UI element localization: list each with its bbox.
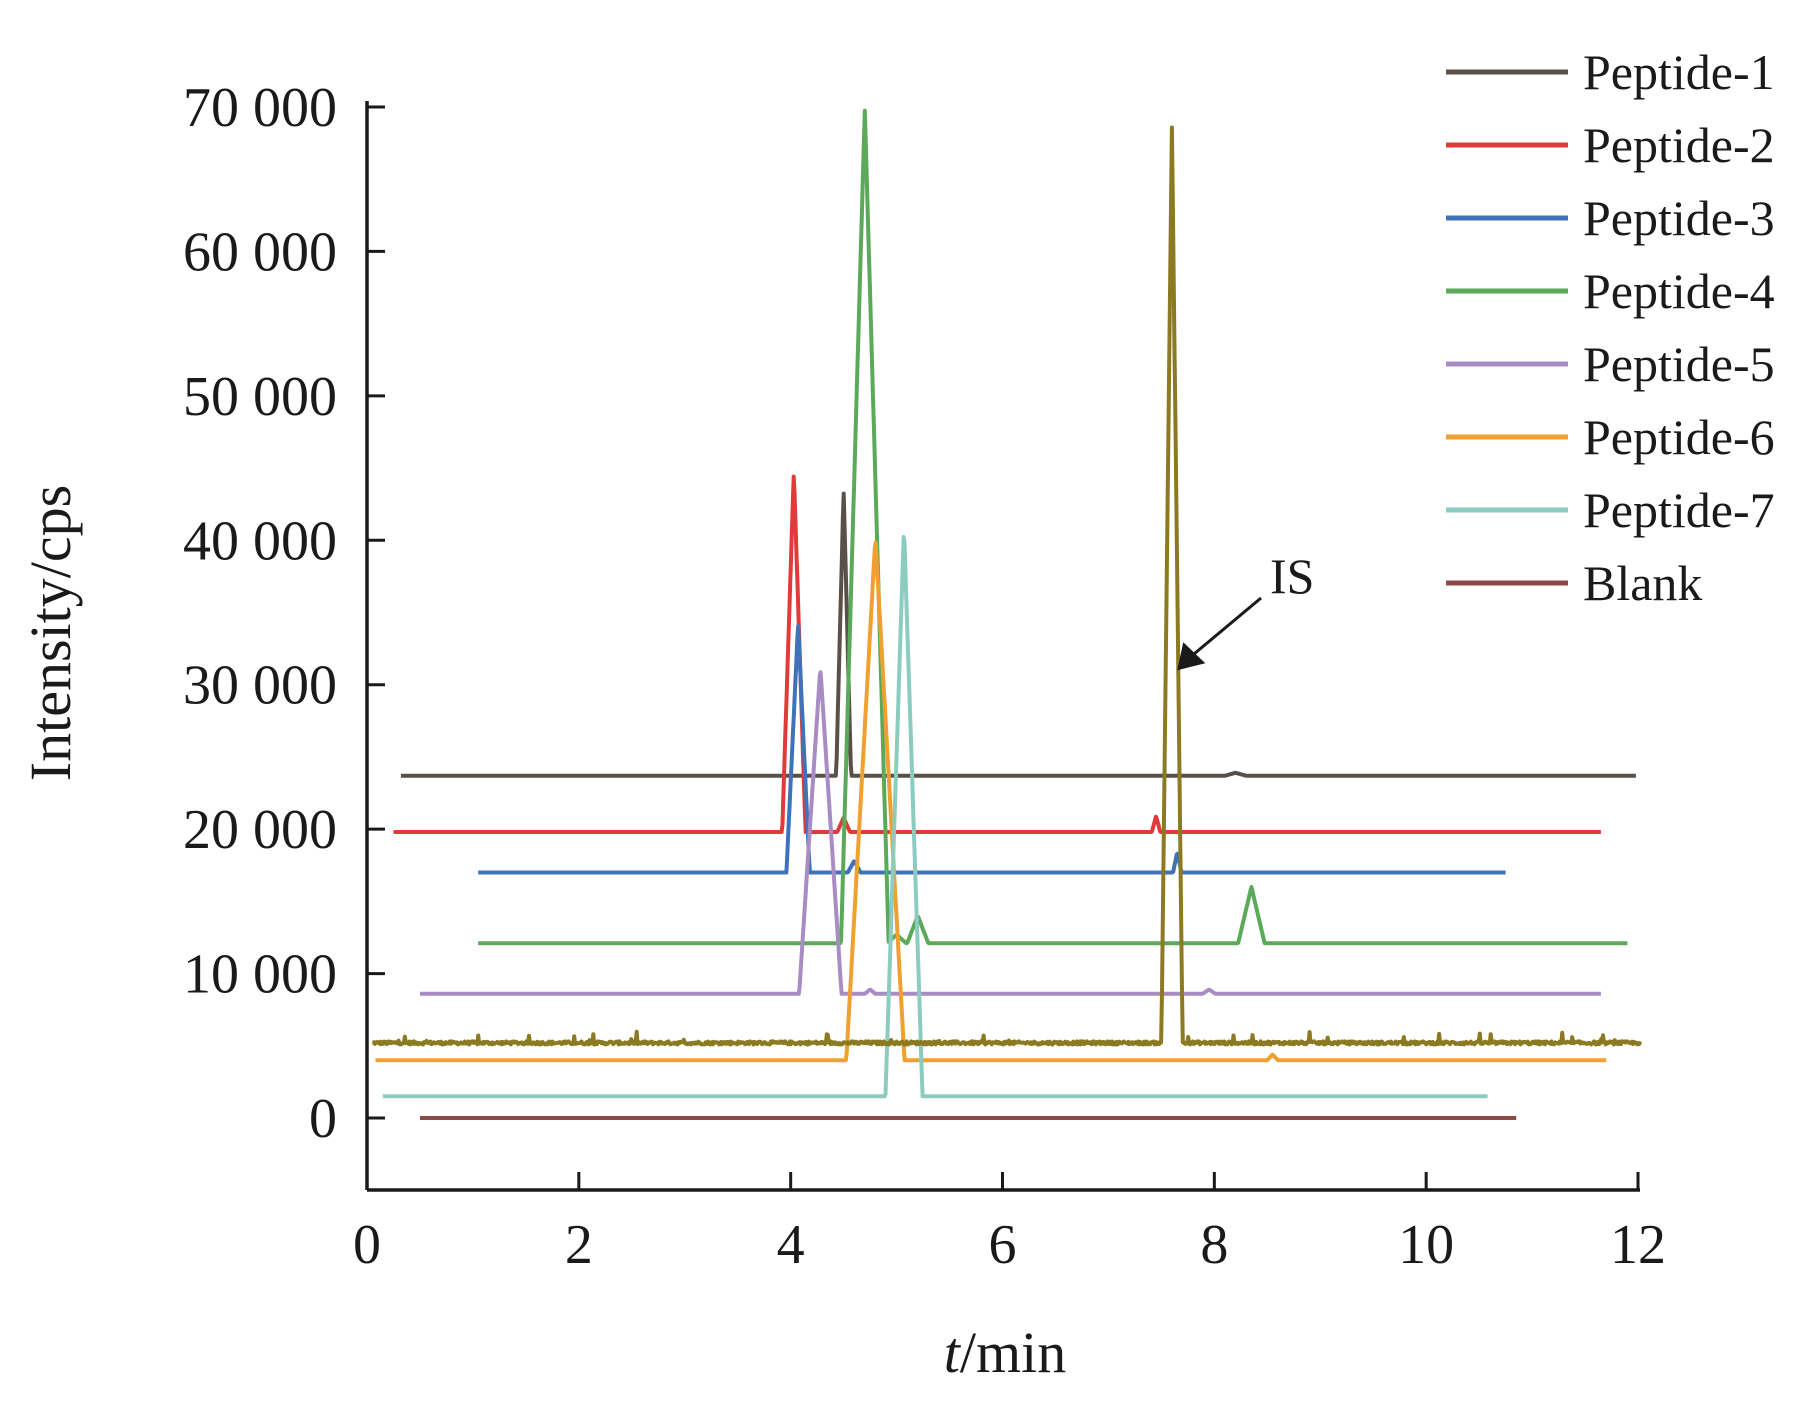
series-line-peptide-7 [381,535,1489,1099]
x-axis-title-italic: t [944,1320,962,1385]
annotation-arrowhead [1177,642,1206,671]
series-line-peptide-6 [374,540,1608,1063]
x-axis-title-rest: /min [960,1320,1066,1385]
plot-area [371,108,1642,1120]
legend-label: Blank [1583,555,1702,611]
legend: Peptide-1 Peptide-2 Peptide-3 Peptide-4 Pept… [1446,44,1775,611]
series-line-peptide-4 [477,108,1629,946]
x-tick-label: 8 [1200,1214,1228,1276]
legend-label: Peptide-4 [1583,263,1775,319]
legend-label: Peptide-6 [1583,409,1775,465]
y-tick-label: 30 000 [183,655,337,717]
y-tick-label: 10 000 [183,944,337,1006]
legend-label: Peptide-1 [1583,44,1775,100]
x-tick-label: 12 [1610,1214,1666,1276]
legend-label: Peptide-3 [1583,190,1775,246]
y-tick-label: 20 000 [183,799,337,861]
legend-label: Peptide-7 [1583,482,1775,538]
x-tick-label: 0 [353,1214,381,1276]
x-tick-label: 2 [565,1214,593,1276]
x-tick-label: 4 [777,1214,805,1276]
legend-label: Peptide-2 [1583,117,1775,173]
x-tick-label: 10 [1398,1214,1454,1276]
y-tick-label: 0 [309,1088,337,1150]
y-tick-label: 40 000 [183,510,337,572]
y-axis-title: Intensity/cps [18,485,83,781]
is-annotation: IS [1177,548,1314,671]
y-tick-label: 50 000 [183,366,337,428]
series-line-peptide-3 [476,624,1507,875]
series-line-peptide-5 [418,670,1603,996]
series-line-peptide-2 [392,474,1603,834]
annotation-label: IS [1270,548,1314,604]
series-line-is [371,125,1642,1047]
x-tick-label: 6 [989,1214,1017,1276]
legend-label: Peptide-5 [1583,336,1775,392]
axes: 0 10 000 20 000 30 000 40 000 50 000 60 000 70 … [183,77,1666,1276]
annotation-arrow-line [1190,596,1262,658]
x-axis-title: t/min [944,1320,1066,1385]
y-tick-label: 70 000 [183,77,337,139]
series-line-peptide-1 [399,491,1637,778]
y-tick-label: 60 000 [183,221,337,283]
